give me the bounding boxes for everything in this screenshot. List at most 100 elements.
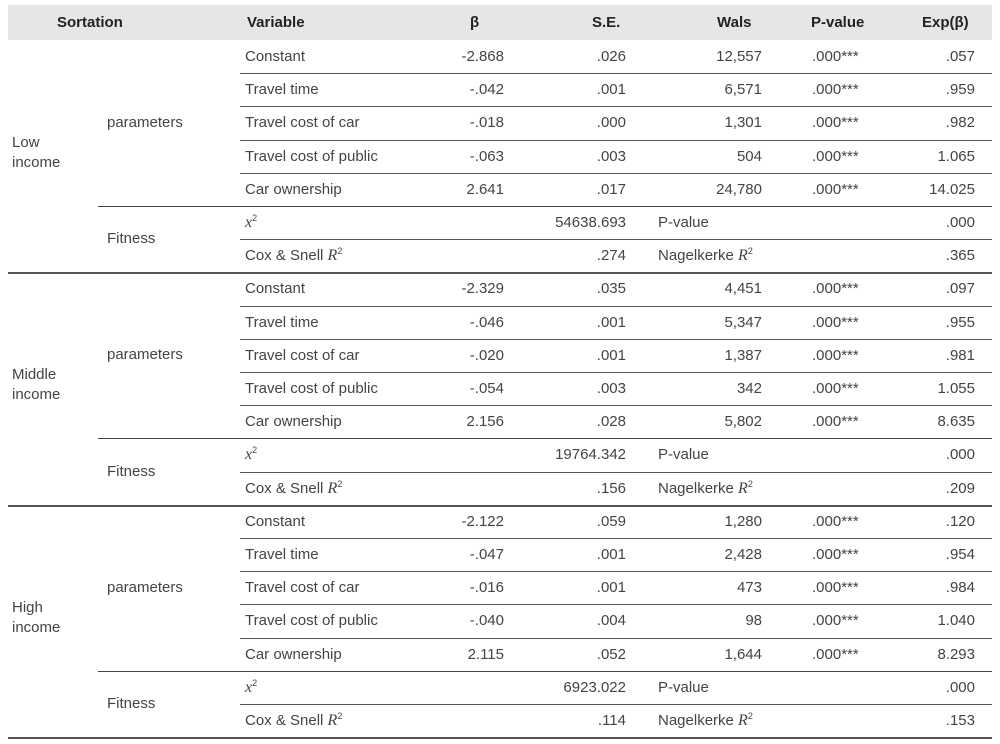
row-divider — [240, 305, 992, 307]
exp-cell: .057 — [945, 48, 975, 65]
fitness-pvalue-value: .000 — [945, 214, 975, 231]
row-divider — [240, 704, 992, 705]
se-cell: .001 — [596, 546, 626, 563]
group-label-line2: income — [12, 386, 61, 404]
row-divider — [240, 372, 992, 373]
se-cell: .026 — [596, 48, 626, 65]
beta-cell: -.020 — [469, 346, 504, 364]
beta-cell: -.046 — [469, 313, 504, 331]
beta-cell: -.042 — [469, 81, 504, 99]
cox-snell-value: .274 — [596, 247, 626, 265]
se-cell: .028 — [596, 413, 626, 431]
se-cell: .035 — [596, 280, 626, 298]
r-superscript: 2 — [337, 478, 343, 489]
exp-cell: .097 — [945, 280, 975, 298]
r-symbol: R — [327, 712, 338, 729]
cox-snell-value: .114 — [597, 712, 626, 729]
r-superscript: 2 — [747, 478, 753, 489]
fitness-label: Fitness — [107, 462, 156, 480]
group-label: Low income — [12, 133, 60, 173]
header-expb: Exp(β) — [922, 14, 969, 31]
exp-cell: .981 — [945, 346, 975, 364]
exp-cell: .120 — [945, 512, 975, 530]
pvalue-cell: .000*** — [812, 346, 859, 364]
pvalue-cell: .000*** — [812, 48, 859, 65]
parameters-label: parameters — [107, 114, 183, 131]
exp-cell: 1.065 — [937, 147, 975, 165]
r-symbol: R — [738, 479, 748, 497]
chi-symbol: x — [245, 446, 253, 464]
wals-cell: 12,557 — [716, 48, 762, 65]
nagelkerke-value: .209 — [945, 479, 975, 497]
se-cell: .001 — [596, 346, 626, 364]
cox-snell-label: Cox & Snell R2 — [245, 712, 342, 730]
se-cell: .059 — [596, 512, 626, 530]
wals-cell: 1,301 — [724, 114, 762, 132]
se-cell: .001 — [596, 313, 626, 331]
chi-superscript: 2 — [252, 677, 258, 688]
chi-superscript: 2 — [252, 213, 258, 223]
row-divider — [240, 139, 992, 141]
group-label-line2: income — [12, 618, 61, 636]
variable-cell: Travel cost of car — [245, 579, 360, 597]
exp-cell: 8.293 — [937, 645, 975, 663]
wals-cell: 504 — [736, 147, 762, 165]
wals-cell: 98 — [745, 612, 762, 630]
variable-cell: Travel time — [245, 546, 319, 563]
r-symbol: R — [327, 247, 338, 265]
beta-cell: -2.122 — [461, 512, 504, 530]
header-background — [8, 5, 992, 40]
variable-cell: Travel cost of public — [245, 380, 378, 397]
cox-snell-label: Cox & Snell R2 — [245, 478, 343, 498]
row-divider — [240, 239, 992, 241]
variable-cell: Travel cost of public — [245, 612, 378, 630]
pvalue-cell: .000*** — [812, 180, 859, 198]
exp-cell: .959 — [945, 81, 975, 99]
exp-cell: 14.025 — [929, 180, 975, 198]
pvalue-cell: .000*** — [812, 546, 859, 563]
se-cell: .004 — [596, 612, 626, 630]
nagelkerke-label: Nagelkerke R2 — [658, 247, 753, 265]
pvalue-cell: .000*** — [812, 645, 859, 663]
chi-symbol: x — [245, 214, 253, 231]
row-divider — [240, 637, 992, 639]
nagelkerke-text: Nagelkerke — [658, 479, 739, 497]
chi-square-label: x2 — [245, 446, 257, 464]
row-divider — [240, 73, 992, 75]
beta-cell: 2.156 — [466, 413, 504, 431]
se-cell: .003 — [596, 147, 626, 165]
wals-cell: 1,280 — [724, 512, 762, 530]
variable-cell: Constant — [245, 48, 306, 65]
fitness-label: Fitness — [107, 695, 156, 712]
beta-cell: -2.329 — [461, 280, 504, 298]
row-divider — [240, 106, 992, 108]
wals-cell: 473 — [736, 579, 762, 597]
group-label-line1: High — [12, 598, 43, 616]
group-divider — [8, 737, 992, 740]
wals-cell: 1,644 — [724, 645, 762, 663]
header-pvalue: P-value — [811, 14, 865, 31]
pvalue-cell: .000*** — [812, 313, 859, 331]
variable-cell: Travel cost of public — [245, 147, 378, 165]
se-cell: .001 — [596, 579, 626, 597]
section-divider — [98, 438, 992, 440]
beta-cell: -.018 — [469, 114, 504, 132]
fitness-pvalue-value: .000 — [945, 678, 975, 696]
section-divider — [98, 206, 992, 207]
chi-square-value: 6923.022 — [563, 678, 626, 696]
r-superscript: 2 — [747, 246, 753, 257]
beta-cell: 2.641 — [466, 180, 504, 198]
group-label-line1: Low — [12, 133, 40, 151]
pvalue-cell: .000*** — [812, 114, 859, 132]
cox-snell-text: Cox & Snell — [245, 247, 328, 265]
exp-cell: 8.635 — [937, 413, 975, 431]
wals-cell: 5,802 — [724, 413, 762, 431]
pvalue-cell: .000*** — [812, 81, 859, 99]
header-variable: Variable — [247, 14, 305, 31]
nagelkerke-value: .153 — [945, 712, 975, 729]
row-divider — [240, 172, 992, 174]
wals-cell: 24,780 — [716, 180, 762, 198]
cox-snell-text: Cox & Snell — [245, 479, 328, 497]
wals-cell: 2,428 — [724, 546, 762, 563]
